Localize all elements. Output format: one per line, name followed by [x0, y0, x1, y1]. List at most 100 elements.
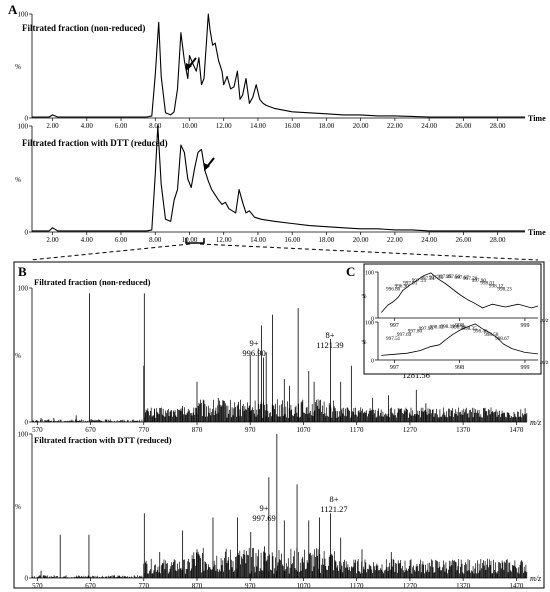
- isotope-peak-label: 998.35: [462, 326, 477, 332]
- x-tick-label: 1470: [509, 582, 524, 590]
- x-tick-label: 6.00: [115, 236, 128, 244]
- x-tick-label: 1470: [509, 426, 524, 434]
- isotope-peak-label: 996.90: [395, 284, 410, 290]
- x-tick-label: 18.00: [319, 236, 335, 244]
- series-line: [380, 272, 539, 313]
- arrow-head-icon: [204, 163, 210, 171]
- y-axis-label: %: [362, 340, 367, 346]
- x-axis-label: m/z: [530, 418, 542, 427]
- series-line: [32, 125, 525, 232]
- isotope-peak-label: 997.24: [420, 276, 435, 282]
- y-tick-label: 0: [25, 229, 29, 237]
- y-axis-label: %: [15, 503, 21, 511]
- charge-state-label: 8+: [325, 330, 334, 340]
- x-axis-label: Time: [528, 228, 546, 237]
- x-tick-label: 20.00: [353, 122, 369, 130]
- x-tick-label: 970: [245, 426, 256, 434]
- isotope-peak-label: 997.01: [403, 281, 418, 287]
- x-tick-label: 8.00: [149, 122, 162, 130]
- isotope-peak-label: 997.56: [446, 274, 461, 280]
- y-tick-label: 100: [365, 321, 374, 327]
- x-tick-label: 10.00: [182, 236, 198, 244]
- x-tick-label: 16.00: [284, 236, 300, 244]
- zoom-line-left: [29, 243, 191, 261]
- isotope-peak-label: 997.69: [397, 332, 412, 338]
- x-tick-label: 2.00: [46, 122, 59, 130]
- isotope-peak-label: 997.51: [386, 336, 401, 342]
- x-tick-label: 570: [32, 582, 43, 590]
- isotope-peak-label: 997.90: [472, 278, 487, 284]
- isotope-peak-label: 998.58: [484, 332, 499, 338]
- x-tick-label: 26.00: [456, 236, 472, 244]
- x-axis-label: m/z: [540, 360, 549, 366]
- x-tick-label: 24.00: [421, 122, 437, 130]
- x-tick-label: 12.00: [216, 122, 232, 130]
- isotope-peak-label: 998.46: [473, 329, 488, 335]
- charge-state-label: 8+: [329, 494, 338, 504]
- x-tick-label: 770: [139, 582, 150, 590]
- x-tick-label: 4.00: [81, 236, 94, 244]
- isotope-peak-label: 998.12: [489, 284, 504, 290]
- isotope-peak-label: 997.90: [419, 326, 434, 332]
- zoom-line-right: [199, 243, 539, 261]
- x-tick-label: 999: [520, 365, 529, 371]
- y-tick-label: 0: [371, 359, 374, 365]
- isotope-peak-label: 997.67: [455, 275, 470, 281]
- x-axis-label: m/z: [540, 318, 549, 324]
- mz-label: 996.90: [242, 348, 265, 358]
- x-tick-label: 997: [390, 365, 399, 371]
- panel-a-letter: A: [8, 2, 18, 17]
- y-axis-label: %: [15, 352, 21, 360]
- isotope-peak-label: 997.35: [429, 275, 444, 281]
- y-tick-label: 0: [25, 115, 29, 123]
- x-axis-label: m/z: [530, 574, 542, 583]
- isotope-peak-label: 998.01: [480, 281, 495, 287]
- panel-b-letter: B: [18, 264, 27, 279]
- x-tick-label: 1070: [296, 426, 311, 434]
- x-tick-label: 16.00: [284, 122, 300, 130]
- x-tick-label: 28.00: [490, 122, 506, 130]
- isotope-peak-label: 998.67: [495, 336, 510, 342]
- x-tick-label: 870: [192, 582, 203, 590]
- chromatogram-reduced: 0 100% 2.00 4.00 6.00 8.00 10.00 12.00 14.00 16.0…: [15, 123, 546, 245]
- series-line: [32, 13, 525, 118]
- x-tick-label: 998: [455, 365, 464, 371]
- y-tick-label: 100: [18, 285, 29, 293]
- y-tick-label: 100: [18, 431, 29, 439]
- x-tick-label: 870: [192, 426, 203, 434]
- x-tick-label: 570: [32, 426, 43, 434]
- y-tick-label: 100: [18, 123, 29, 131]
- y-tick-label: 0: [371, 317, 374, 323]
- isotope-peak-label: 997.78: [463, 276, 478, 282]
- y-tick-label: 100: [365, 271, 374, 277]
- mass-spectrum-reduced-title: Filtrated fraction with DTT (reduced): [34, 435, 172, 445]
- charge-state-label: 9+: [259, 503, 268, 513]
- y-tick-label: 0: [25, 575, 29, 583]
- x-tick-label: 997: [390, 323, 399, 329]
- isotope-peak-label: 996.80: [386, 287, 401, 293]
- baseline-noise: [31, 547, 528, 578]
- x-tick-label: 28.00: [490, 236, 506, 244]
- mz-label: 1121.39: [316, 340, 343, 350]
- x-tick-label: 20.00: [353, 236, 369, 244]
- isotope-pattern-reduced: 0 100% 997 998 999 m/z 997.51997.69997.80997.9…: [362, 321, 550, 372]
- x-tick-label: 999: [520, 323, 529, 329]
- isotope-peak-label: 997.13: [412, 278, 427, 284]
- x-tick-label: 1370: [456, 582, 471, 590]
- x-tick-label: 1170: [350, 582, 364, 590]
- mass-spectrum-reduced: 0 100% 570 670 770 870 970 1070 1170 1270 1370 1470…: [15, 431, 542, 591]
- isotope-peak-label: 997.45: [437, 274, 452, 280]
- x-tick-label: 18.00: [319, 122, 335, 130]
- series-line: [381, 323, 539, 356]
- chromatogram-reduced-title: Filtrated fraction with DTT (reduced): [22, 138, 168, 148]
- panel-c-letter: C: [346, 264, 355, 279]
- y-tick-label: 100: [18, 11, 29, 19]
- panel-c-frame: [363, 263, 542, 375]
- x-tick-label: 14.00: [250, 122, 266, 130]
- isotope-peak-label: 998.23: [497, 287, 512, 293]
- x-tick-label: 1270: [403, 582, 418, 590]
- baseline-noise: [31, 399, 528, 422]
